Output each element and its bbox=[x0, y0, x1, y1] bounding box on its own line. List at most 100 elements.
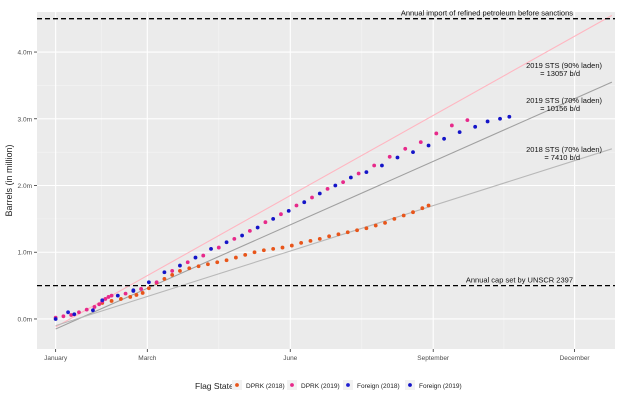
data-point bbox=[411, 210, 415, 215]
x-tick-label: December bbox=[560, 355, 591, 362]
data-point bbox=[345, 230, 350, 235]
data-point bbox=[302, 200, 307, 205]
data-point bbox=[123, 291, 128, 296]
data-points bbox=[53, 114, 512, 321]
data-point bbox=[442, 136, 446, 141]
data-point bbox=[178, 269, 182, 273]
data-point bbox=[77, 310, 81, 315]
data-point bbox=[449, 123, 454, 128]
data-point bbox=[286, 208, 291, 213]
data-point bbox=[261, 248, 266, 253]
data-point bbox=[170, 273, 175, 277]
trend-line-value: = 13057 b/d bbox=[540, 69, 580, 78]
data-point bbox=[146, 280, 151, 285]
data-point bbox=[240, 233, 244, 238]
data-point bbox=[255, 225, 260, 230]
data-point bbox=[333, 183, 338, 188]
data-point bbox=[72, 312, 77, 317]
data-point bbox=[97, 302, 102, 307]
data-point bbox=[372, 163, 377, 168]
data-point bbox=[426, 143, 431, 148]
data-point bbox=[233, 255, 238, 260]
data-point bbox=[356, 171, 361, 176]
annotations: Annual import of refined petroleum befor… bbox=[401, 9, 603, 285]
x-tick-label: March bbox=[138, 355, 156, 362]
data-point bbox=[498, 116, 502, 121]
legend-marker bbox=[346, 383, 350, 387]
data-point bbox=[473, 124, 478, 129]
data-point bbox=[224, 240, 229, 245]
data-point bbox=[336, 232, 341, 237]
legend: Flag State DPRK (2018) DPRK (2019) Foreign… bbox=[195, 380, 462, 391]
legend-label: Foreign (2018) bbox=[357, 383, 400, 390]
data-point bbox=[387, 154, 392, 159]
data-point bbox=[317, 236, 322, 241]
data-point bbox=[131, 288, 136, 293]
data-point bbox=[224, 258, 229, 263]
data-point bbox=[139, 287, 144, 291]
legend-label: Foreign (2019) bbox=[419, 383, 462, 390]
reference-lines bbox=[37, 18, 615, 287]
trend-line-value: = 10156 b/d bbox=[540, 104, 580, 113]
data-point bbox=[243, 253, 248, 257]
legend-marker bbox=[408, 383, 412, 387]
data-point bbox=[170, 269, 175, 273]
y-tick-label: 0.0m bbox=[18, 316, 32, 323]
data-point bbox=[327, 234, 332, 239]
data-point bbox=[364, 226, 369, 231]
data-point bbox=[91, 308, 95, 313]
data-point bbox=[134, 293, 139, 297]
legend-title: Flag State bbox=[195, 381, 234, 391]
data-point bbox=[252, 250, 257, 255]
data-point bbox=[383, 220, 387, 225]
trend-line bbox=[55, 14, 613, 328]
data-point bbox=[69, 313, 74, 317]
data-point bbox=[162, 277, 167, 281]
reference-line-label: Annual cap set by UNSCR 2397 bbox=[466, 276, 573, 285]
data-point bbox=[457, 130, 462, 135]
y-axis-label: Barrels (in million) bbox=[4, 144, 14, 216]
grid-lines bbox=[37, 12, 615, 349]
data-point bbox=[271, 247, 276, 251]
data-point bbox=[119, 297, 123, 301]
trend-line-label: 2018 STS (70% laden) bbox=[526, 145, 602, 154]
data-point bbox=[154, 280, 159, 285]
y-tick-label: 3.0m bbox=[18, 116, 32, 123]
data-point bbox=[373, 223, 378, 228]
y-tick-label: 1.0m bbox=[18, 250, 32, 257]
data-point bbox=[325, 186, 330, 191]
data-point bbox=[187, 266, 192, 271]
data-point bbox=[232, 236, 237, 241]
legend-marker bbox=[290, 383, 294, 387]
trend-line-label: 2019 STS (90% laden) bbox=[526, 61, 602, 70]
y-tick-label: 2.0m bbox=[18, 183, 32, 190]
data-point bbox=[216, 245, 221, 250]
data-point bbox=[401, 213, 406, 218]
y-tick-label: 4.0m bbox=[18, 50, 32, 57]
data-point bbox=[392, 216, 397, 221]
data-point bbox=[106, 295, 111, 299]
data-point bbox=[247, 228, 252, 233]
reference-line-label: Annual import of refined petroleum befor… bbox=[401, 9, 573, 18]
data-point bbox=[341, 180, 345, 185]
data-point bbox=[364, 170, 369, 175]
data-point bbox=[420, 206, 425, 211]
data-point bbox=[178, 263, 182, 268]
data-point bbox=[434, 131, 439, 136]
legend-label: DPRK (2018) bbox=[246, 383, 285, 390]
data-point bbox=[140, 291, 145, 295]
data-point bbox=[61, 314, 66, 319]
data-point bbox=[66, 310, 70, 315]
data-point bbox=[103, 297, 108, 301]
x-tick-label: June bbox=[283, 355, 297, 362]
data-point bbox=[289, 243, 294, 248]
data-point bbox=[465, 118, 470, 123]
data-point bbox=[411, 150, 415, 155]
data-point bbox=[426, 203, 431, 208]
data-point bbox=[310, 195, 314, 200]
data-point bbox=[299, 240, 304, 245]
data-point bbox=[507, 114, 512, 119]
data-point bbox=[92, 305, 97, 309]
data-point bbox=[294, 203, 299, 208]
